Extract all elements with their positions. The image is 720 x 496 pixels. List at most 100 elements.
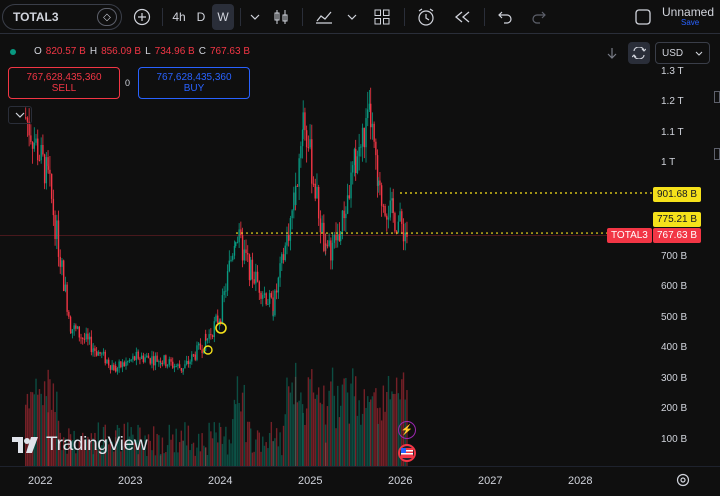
right-panel-handle-icon[interactable]	[714, 91, 720, 103]
volume-bar	[206, 454, 209, 466]
volume-bar	[230, 443, 232, 466]
candle-body	[368, 103, 371, 110]
candle-body	[111, 364, 113, 370]
interval-d-button[interactable]: D	[196, 10, 206, 24]
auto-scale-icon[interactable]	[628, 42, 650, 64]
volume-bar	[289, 392, 292, 466]
candle-body	[83, 338, 86, 340]
volume-bar	[30, 391, 32, 466]
volume-bar	[233, 399, 236, 466]
candle-body	[394, 213, 396, 232]
level-price-tag[interactable]: 775.21 B	[653, 212, 702, 227]
candle-body	[248, 254, 251, 281]
volume-bar	[392, 393, 394, 466]
volume-bar	[402, 372, 405, 466]
candle-body	[402, 223, 405, 242]
volume-bar	[262, 436, 264, 466]
marker-circle[interactable]	[203, 345, 213, 355]
volume-bar	[147, 434, 150, 466]
candle-body	[338, 234, 341, 242]
interval-4h-button[interactable]: 4h	[172, 10, 186, 24]
us-flag-event-icon[interactable]	[398, 444, 416, 462]
candle-body	[42, 144, 44, 155]
symbol-name: TOTAL3	[13, 10, 59, 24]
volume-bar	[152, 426, 155, 466]
diamond-icon[interactable]: ◇	[97, 8, 117, 26]
volume-bar	[232, 419, 234, 466]
volume-bar	[140, 439, 143, 466]
layout-name[interactable]: Unnamed	[662, 5, 715, 19]
candlestick-icon[interactable]	[270, 4, 292, 30]
candle-body	[330, 240, 332, 261]
candle-body	[152, 356, 155, 366]
candle-body	[54, 215, 56, 240]
right-panel-handle-icon[interactable]	[714, 148, 720, 160]
candle-body	[102, 351, 105, 354]
undo-icon[interactable]	[494, 4, 516, 30]
volume-bar	[97, 422, 100, 466]
scroll-to-latest-arrow-icon[interactable]	[602, 42, 622, 64]
price-chart[interactable]	[0, 40, 652, 466]
volume-bar	[66, 453, 68, 466]
candle-body	[211, 335, 214, 338]
volume-bar	[265, 442, 267, 466]
candle-body	[301, 129, 304, 147]
symbol-search-button[interactable]: TOTAL3 ◇	[2, 4, 122, 30]
candle-body	[116, 368, 119, 372]
legend-collapse-chevron-icon[interactable]	[8, 106, 32, 124]
candle-body	[132, 356, 134, 360]
candle-body	[69, 316, 72, 332]
layout-grid-icon[interactable]	[370, 4, 394, 30]
volume-bar	[135, 440, 138, 466]
volume-bar	[324, 424, 327, 466]
volume-bar	[305, 408, 308, 466]
candle-body	[274, 290, 276, 316]
volume-bar	[218, 422, 221, 466]
time-axis[interactable]: 2022 2023 2024 2025 2026 2027 2028	[0, 466, 720, 496]
volume-bar	[235, 404, 237, 466]
volume-bar	[111, 441, 113, 466]
select-checkbox-icon[interactable]	[632, 4, 654, 30]
volume-bar	[258, 432, 260, 466]
candle-body	[220, 320, 222, 324]
candle-body	[185, 360, 188, 365]
alert-clock-icon[interactable]	[414, 4, 438, 30]
volume-bar	[106, 439, 108, 466]
interval-dropdown-chevron-icon[interactable]	[246, 4, 264, 30]
buy-button[interactable]: 767,628,435,360 BUY	[138, 67, 250, 99]
candle-body	[107, 359, 110, 366]
candle-body	[50, 173, 53, 199]
lightning-event-icon[interactable]: ⚡	[398, 421, 416, 439]
candle-body	[328, 240, 330, 246]
volume-bar	[109, 440, 112, 466]
settings-gear-icon[interactable]	[676, 473, 690, 490]
candle-body	[75, 325, 77, 329]
indicators-dropdown-chevron-icon[interactable]	[344, 4, 360, 30]
marker-circle[interactable]	[215, 322, 227, 334]
level-price-tag[interactable]: 901.68 B	[653, 187, 702, 202]
candle-body	[187, 360, 190, 365]
redo-icon[interactable]	[528, 4, 550, 30]
candle-body	[287, 234, 290, 241]
volume-bar	[123, 423, 125, 466]
compare-add-icon[interactable]	[130, 4, 154, 30]
candle-body	[380, 185, 383, 206]
candle-body	[192, 354, 195, 356]
volume-bar	[204, 448, 207, 466]
volume-bar	[87, 436, 89, 466]
price-axis[interactable]: 1.3 T 1.2 T 1.1 T 1 T 700 B 600 B 500 B …	[652, 40, 720, 466]
currency-select[interactable]: USD	[655, 42, 710, 64]
volume-bar	[83, 439, 86, 466]
sell-button[interactable]: 767,628,435,360 SELL	[8, 67, 120, 99]
replay-icon[interactable]	[450, 4, 474, 30]
candle-body	[61, 260, 63, 267]
candle-body	[314, 183, 316, 199]
chart-canvas[interactable]	[0, 40, 652, 466]
indicators-icon[interactable]	[312, 4, 338, 30]
volume-bar	[149, 440, 151, 466]
candle-body	[260, 292, 262, 299]
save-link[interactable]: Save	[681, 18, 700, 27]
interval-w-button[interactable]: W	[212, 4, 234, 30]
volume-bar	[375, 388, 377, 466]
candle-body	[170, 359, 172, 362]
